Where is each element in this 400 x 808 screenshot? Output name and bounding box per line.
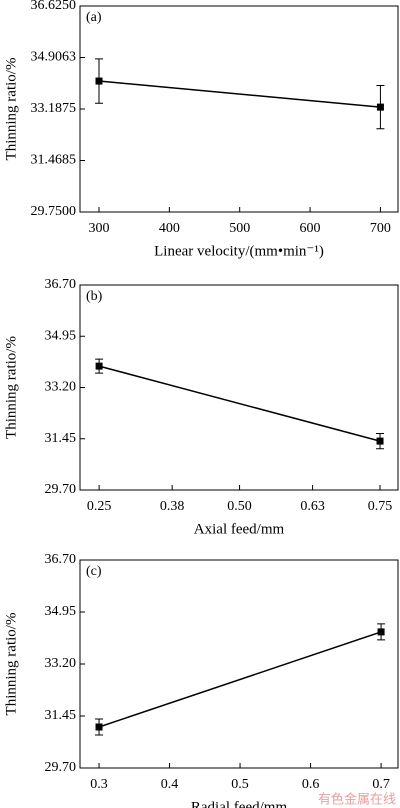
data-point [376, 437, 384, 445]
plot-frame [79, 284, 399, 491]
data-line [98, 631, 382, 728]
x-axis-label: Linear velocity/(mm•min⁻¹) [154, 243, 324, 259]
x-axis-label: Axial feed/mm [194, 521, 285, 537]
x-tick-label: 600 [300, 221, 321, 236]
x-tick-label: 500 [229, 221, 250, 236]
y-axis-label: Thinning ratio/% [3, 336, 19, 439]
data-point [95, 77, 103, 85]
data-point [376, 103, 384, 111]
x-tick-label: 0.6 [302, 777, 320, 792]
y-tick-label: 34.95 [45, 604, 77, 619]
x-tick-label: 0.25 [87, 499, 112, 514]
x-tick-label: 0.5 [231, 777, 249, 792]
panel-label: (c) [86, 564, 102, 579]
y-tick-label: 33.1875 [31, 101, 77, 116]
y-tick-label: 31.4685 [31, 153, 77, 168]
data-point [95, 723, 103, 731]
data-line [98, 80, 381, 108]
plot-frame [79, 559, 399, 769]
y-tick-label: 31.45 [45, 431, 77, 446]
y-tick-label: 33.20 [45, 380, 77, 395]
data-point [95, 362, 103, 370]
x-tick-label: 0.7 [372, 777, 390, 792]
x-tick-label: 0.63 [300, 499, 325, 514]
x-tick-label: 0.4 [161, 777, 179, 792]
x-tick-label: 700 [370, 221, 391, 236]
y-tick-label: 34.9063 [31, 50, 77, 65]
y-tick-label: 36.70 [45, 277, 77, 292]
data-line [98, 365, 381, 442]
y-tick-label: 29.7500 [31, 204, 77, 219]
y-tick-label: 29.70 [45, 482, 77, 497]
panel-label: (b) [86, 289, 103, 304]
x-tick-label: 0.38 [160, 499, 185, 514]
x-tick-label: 0.50 [227, 499, 252, 514]
y-tick-label: 29.70 [45, 760, 77, 775]
y-axis-label: Thinning ratio/% [3, 613, 19, 716]
x-tick-label: 400 [159, 221, 180, 236]
watermark: 有色金属在线 [318, 792, 396, 808]
x-axis-label: Radial feed/mm [191, 799, 288, 808]
x-tick-label: 0.3 [90, 777, 108, 792]
x-tick-label: 300 [88, 221, 109, 236]
x-tick-label: 0.75 [368, 499, 393, 514]
y-tick-label: 36.6250 [31, 0, 77, 13]
y-tick-label: 31.45 [45, 708, 77, 723]
panel-label: (a) [86, 10, 102, 25]
data-point [377, 628, 385, 636]
y-tick-label: 34.95 [45, 328, 77, 343]
y-axis-label: Thinning ratio/% [3, 58, 19, 161]
y-tick-label: 33.20 [45, 656, 77, 671]
y-tick-label: 36.70 [45, 552, 77, 567]
plot-frame [79, 5, 399, 213]
